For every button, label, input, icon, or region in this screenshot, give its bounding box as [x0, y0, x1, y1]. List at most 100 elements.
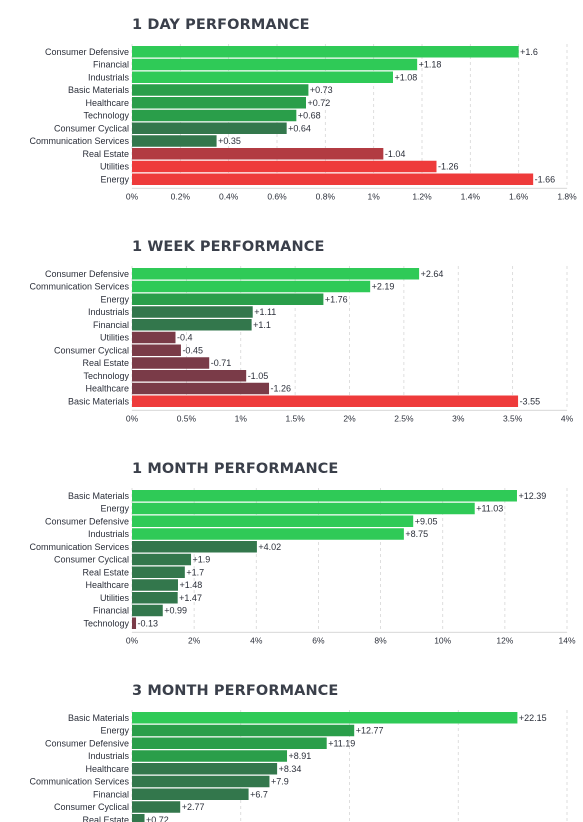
- category-label: Real Estate: [82, 358, 129, 368]
- x-tick-label: 6%: [312, 635, 325, 645]
- x-tick-label: 3.5%: [503, 413, 523, 423]
- category-label: Financial: [93, 789, 129, 799]
- value-label: +9.05: [415, 516, 438, 526]
- value-label: -1.05: [248, 371, 269, 381]
- category-label: Utilities: [100, 593, 130, 603]
- category-label: Healthcare: [85, 764, 129, 774]
- chart-1-day: Consumer Defensive +1.6 Financial +1.18 Indu…: [29, 44, 577, 201]
- panel-3-month: 3 MONTH PERFORMANCE Basic Materials +22.1…: [0, 683, 583, 822]
- bar-communication-services: [132, 280, 371, 293]
- value-label: +0.99: [164, 606, 187, 616]
- bar-consumer-defensive: [132, 268, 420, 280]
- category-label: Technology: [83, 371, 129, 381]
- value-label: +8.34: [279, 764, 302, 774]
- value-label: +7.9: [271, 777, 289, 787]
- chart-3-month: Basic Materials +22.15 Energy +12.77 Consume…: [29, 710, 568, 822]
- bar-consumer-defensive: [132, 46, 519, 58]
- x-tick-label: 0%: [126, 413, 139, 423]
- category-label: Consumer Cyclical: [54, 555, 129, 565]
- x-tick-label: 0.6%: [267, 191, 287, 201]
- x-tick-label: 3%: [452, 413, 465, 423]
- category-label: Industrials: [88, 751, 130, 761]
- value-label: +2.64: [421, 269, 444, 279]
- bar-communication-services: [132, 135, 217, 147]
- x-tick-label: 12%: [496, 635, 513, 645]
- value-label: +1.9: [193, 555, 211, 565]
- x-tick-label: 0.2%: [171, 191, 191, 201]
- category-label: Energy: [100, 504, 129, 514]
- x-tick-label: 4%: [250, 635, 263, 645]
- category-label: Industrials: [88, 307, 130, 317]
- value-label: +0.35: [218, 136, 241, 146]
- bar-technology: [132, 109, 297, 122]
- value-label: +12.39: [518, 491, 546, 501]
- bar-utilities: [132, 160, 437, 173]
- bar-real-estate: [132, 148, 384, 160]
- chart-title-1-month: 1 MONTH PERFORMANCE: [132, 461, 339, 477]
- bar-utilities: [132, 592, 178, 604]
- panel-1-day: 1 DAY PERFORMANCE Consumer Defensive +1.6…: [0, 17, 583, 217]
- value-label: +0.68: [298, 111, 321, 121]
- category-label: Basic Materials: [68, 396, 130, 406]
- category-label: Technology: [83, 618, 129, 628]
- category-label: Communication Services: [29, 542, 129, 552]
- value-label: +0.64: [288, 123, 311, 133]
- value-label: -0.45: [182, 345, 203, 355]
- value-label: -0.4: [177, 333, 193, 343]
- value-label: +12.77: [356, 726, 384, 736]
- chart-title-1-week: 1 WEEK PERFORMANCE: [132, 239, 325, 255]
- category-label: Technology: [83, 111, 129, 121]
- x-tick-label: 2%: [343, 413, 356, 423]
- chart-title-1-day: 1 DAY PERFORMANCE: [132, 17, 310, 33]
- category-label: Consumer Defensive: [45, 269, 129, 279]
- value-label: +1.6: [520, 47, 538, 57]
- bar-industrials: [132, 306, 253, 318]
- bar-financial: [132, 788, 249, 800]
- category-label: Energy: [100, 174, 129, 184]
- value-label: +11.03: [476, 504, 503, 514]
- x-tick-label: 1.8%: [557, 191, 577, 201]
- category-label: Real Estate: [82, 815, 129, 822]
- category-label: Utilities: [100, 162, 130, 172]
- value-label: +0.73: [310, 85, 333, 95]
- category-label: Basic Materials: [68, 491, 130, 501]
- category-label: Real Estate: [82, 567, 129, 577]
- value-label: +6.7: [250, 789, 268, 799]
- category-label: Industrials: [88, 72, 130, 82]
- category-label: Financial: [93, 606, 129, 616]
- value-label: +1.47: [179, 593, 202, 603]
- x-tick-label: 0%: [126, 635, 139, 645]
- bar-industrials: [132, 528, 404, 540]
- category-label: Communication Services: [29, 777, 129, 787]
- bar-energy: [132, 724, 355, 737]
- category-label: Consumer Cyclical: [54, 345, 129, 355]
- bar-basic-materials: [132, 84, 309, 96]
- category-label: Utilities: [100, 333, 130, 343]
- value-label: +8.91: [289, 751, 312, 761]
- value-label: -3.55: [520, 396, 541, 406]
- x-tick-label: 2.5%: [394, 413, 414, 423]
- value-label: +2.77: [182, 802, 205, 812]
- value-label: -0.71: [211, 358, 232, 368]
- bar-energy: [132, 173, 534, 185]
- panel-1-week: 1 WEEK PERFORMANCE Consumer Defensive +2.…: [0, 239, 583, 439]
- bar-consumer-cyclical: [132, 801, 181, 813]
- value-label: +11.19: [328, 738, 355, 748]
- value-label: +0.72: [308, 98, 331, 108]
- bar-financial: [132, 58, 418, 71]
- category-label: Communication Services: [29, 282, 129, 292]
- x-tick-label: 8%: [374, 635, 387, 645]
- category-label: Financial: [93, 320, 129, 330]
- category-label: Healthcare: [85, 98, 129, 108]
- bar-basic-materials: [132, 490, 517, 502]
- bar-real-estate: [132, 566, 185, 578]
- category-label: Consumer Defensive: [45, 738, 129, 748]
- bar-real-estate: [132, 814, 145, 822]
- x-tick-label: 1.6%: [509, 191, 529, 201]
- chart-title-3-month: 3 MONTH PERFORMANCE: [132, 683, 339, 699]
- x-tick-label: 0%: [126, 191, 139, 201]
- value-label: -1.66: [535, 174, 556, 184]
- x-tick-label: 1.4%: [461, 191, 481, 201]
- bar-healthcare: [132, 97, 306, 109]
- value-label: -0.13: [138, 618, 159, 628]
